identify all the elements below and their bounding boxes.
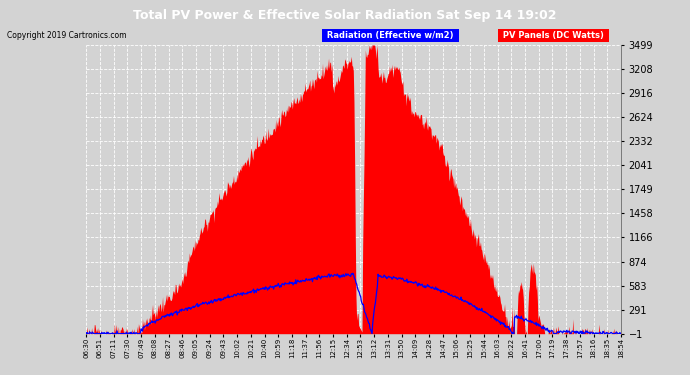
- Text: Copyright 2019 Cartronics.com: Copyright 2019 Cartronics.com: [7, 31, 126, 40]
- Text: PV Panels (DC Watts): PV Panels (DC Watts): [500, 31, 607, 40]
- Text: Radiation (Effective w/m2): Radiation (Effective w/m2): [324, 31, 457, 40]
- Text: Total PV Power & Effective Solar Radiation Sat Sep 14 19:02: Total PV Power & Effective Solar Radiati…: [133, 9, 557, 21]
